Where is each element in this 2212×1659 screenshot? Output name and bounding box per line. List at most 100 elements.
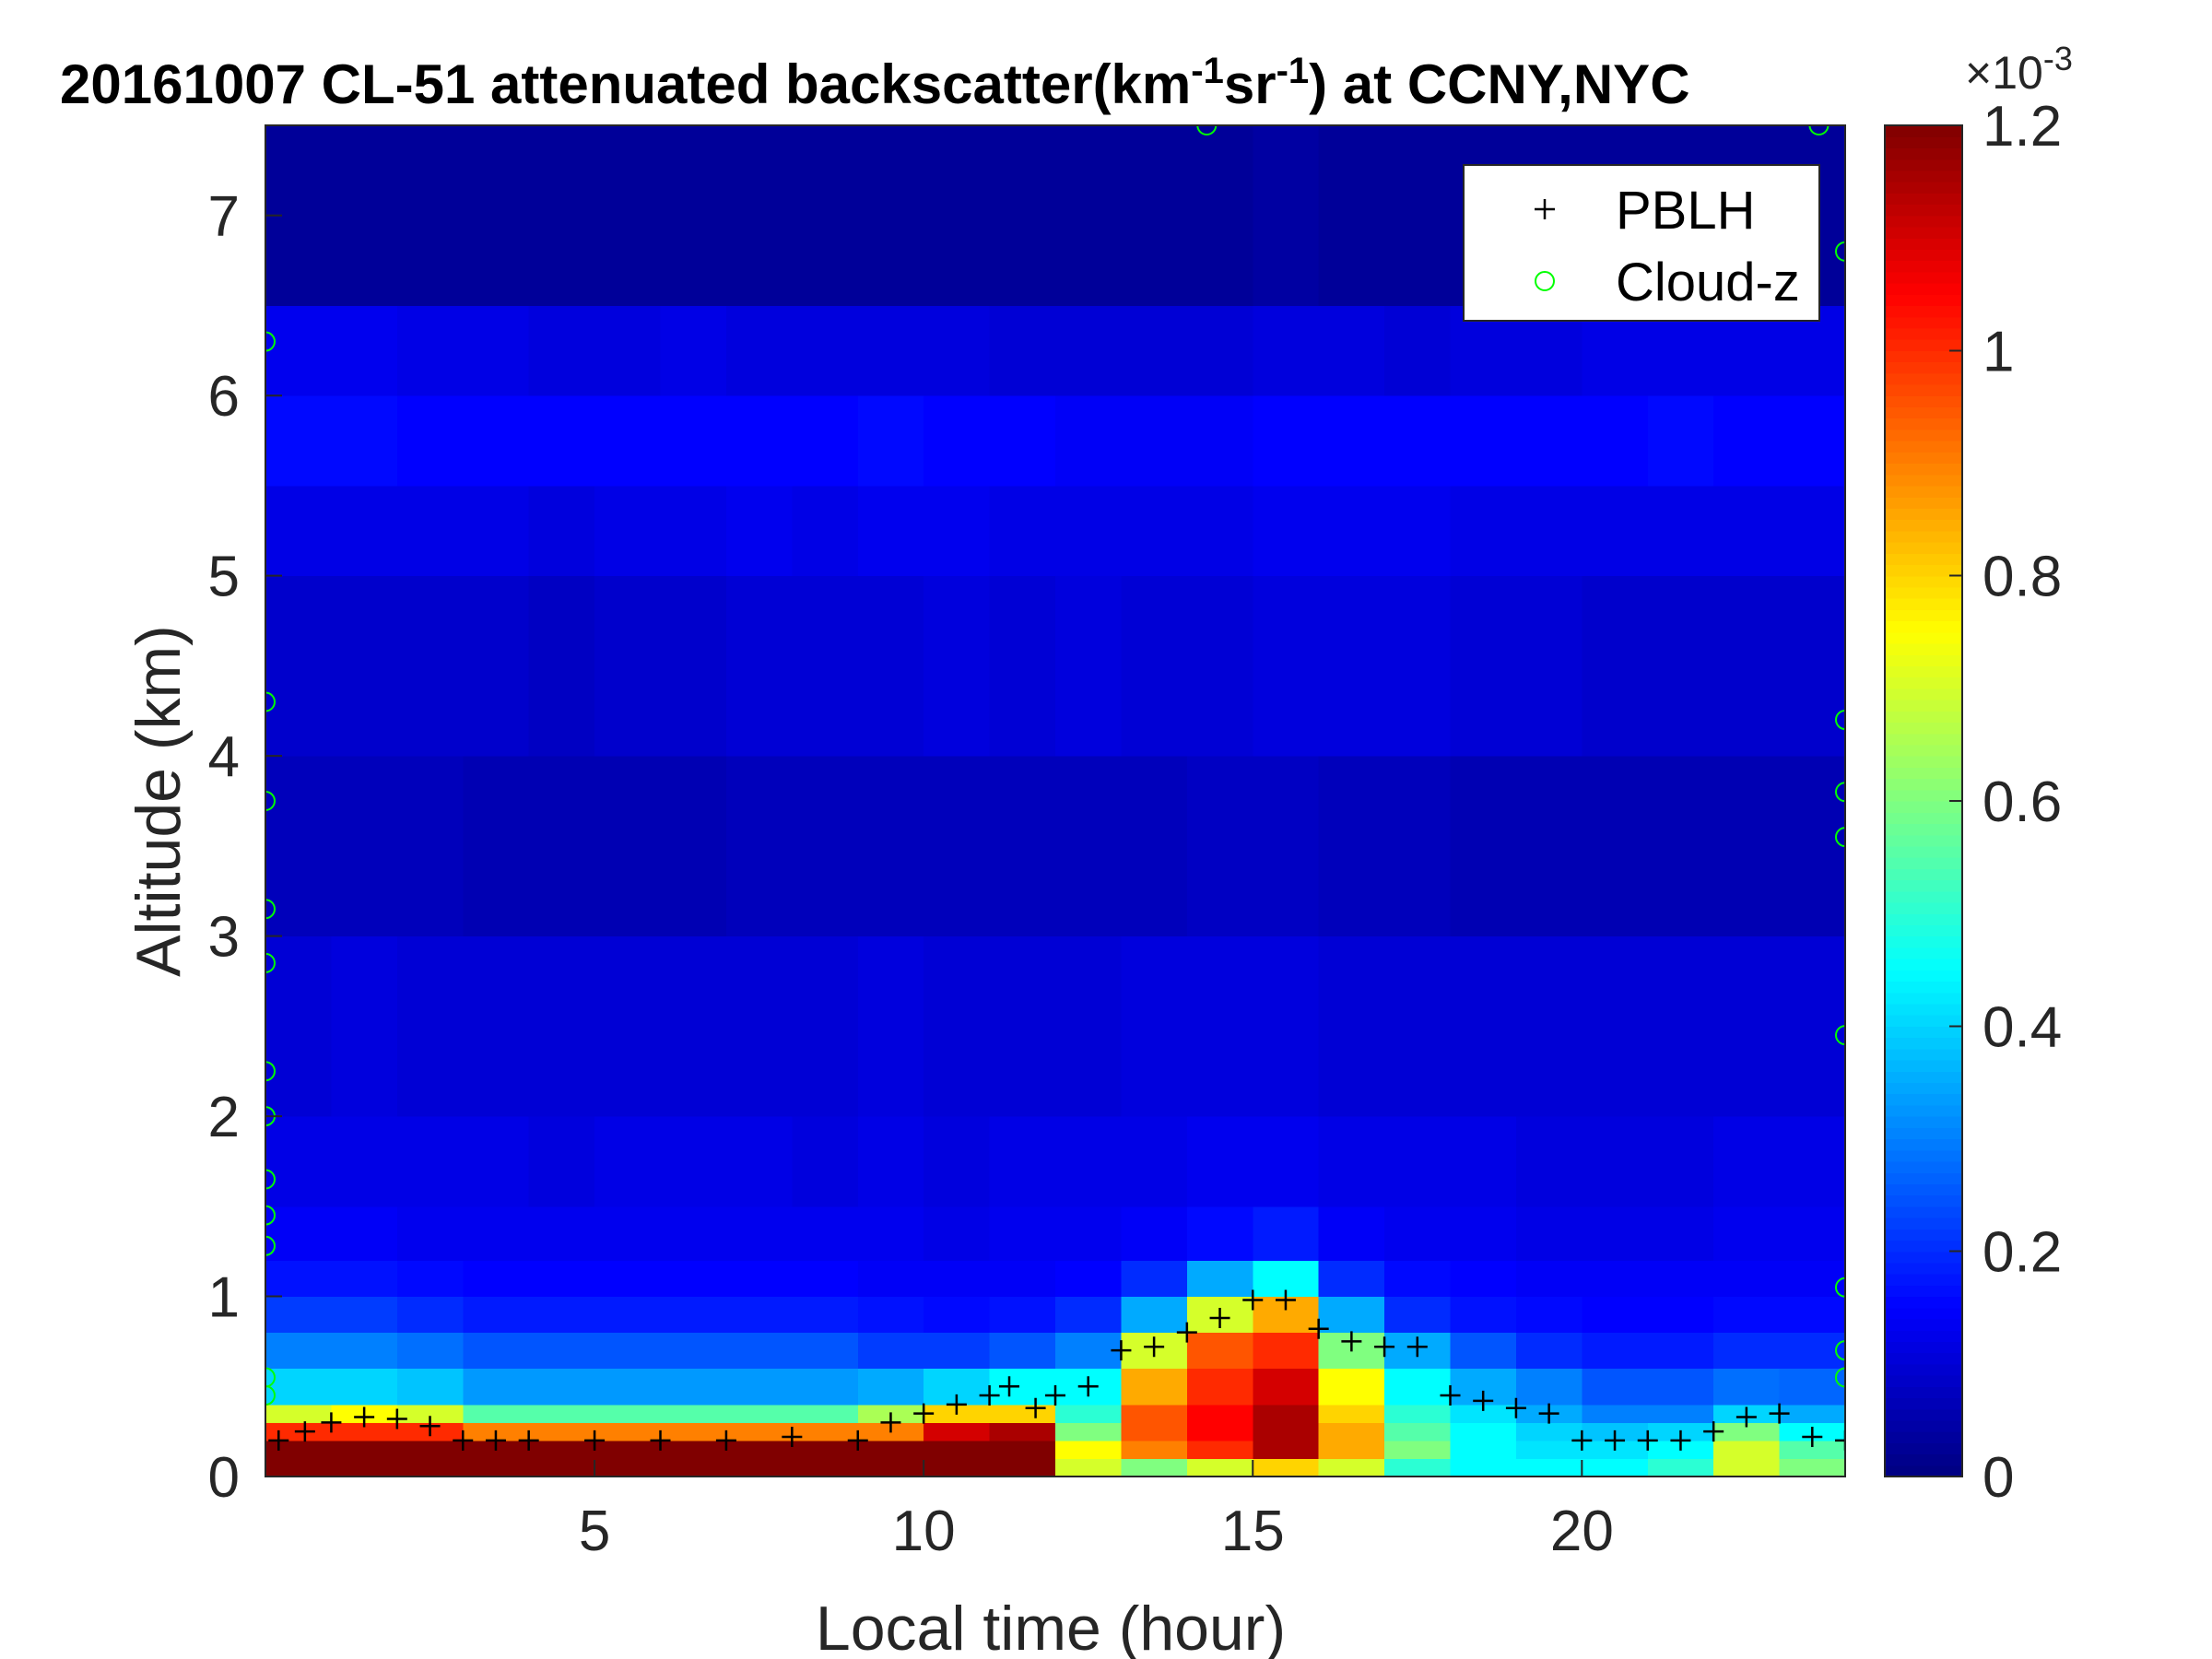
colorbar-swatch — [1885, 1431, 1962, 1443]
x-tick-label: 5 — [579, 1500, 610, 1563]
colorbar-swatch — [1885, 1194, 1962, 1207]
pblh-marker — [1144, 1336, 1165, 1358]
cloud-marker — [265, 1205, 276, 1226]
heatmap-cell — [1582, 575, 1649, 757]
heatmap-cell — [1055, 935, 1122, 1117]
pblh-marker — [1538, 1403, 1559, 1424]
heatmap-cell — [1384, 305, 1451, 396]
heatmap-cell — [725, 1422, 793, 1441]
heatmap-cell — [1713, 756, 1781, 937]
heatmap-cell — [1450, 1206, 1517, 1261]
heatmap-cell — [1779, 575, 1845, 757]
heatmap-cell — [1450, 1260, 1517, 1298]
heatmap-cell — [1384, 1206, 1451, 1261]
colorbar-swatch — [1885, 1251, 1962, 1264]
heatmap-cell — [1253, 1206, 1320, 1261]
colorbar-swatch — [1885, 418, 1962, 430]
heatmap-cell — [331, 485, 398, 577]
colorbar-swatch — [1885, 711, 1962, 724]
heatmap-cell — [989, 1116, 1056, 1207]
heatmap-cell — [924, 1440, 991, 1459]
colorbar-swatch — [1885, 992, 1962, 1005]
heatmap-cell — [1384, 1260, 1451, 1298]
colorbar-swatch — [1885, 1352, 1962, 1365]
pblh-marker — [584, 1430, 606, 1451]
heatmap-cell — [660, 1440, 727, 1459]
heatmap-cell — [528, 1422, 595, 1441]
heatmap-cell — [528, 575, 595, 757]
heatmap-cell — [660, 1404, 727, 1423]
heatmap-cell — [1515, 756, 1583, 937]
x-tick-label: 15 — [1221, 1500, 1285, 1563]
heatmap-cell — [396, 756, 464, 937]
colorbar-swatch — [1885, 1465, 1962, 1477]
colorbar-swatch — [1885, 1015, 1962, 1027]
heatmap-cell — [792, 305, 859, 396]
heatmap-cell — [463, 1260, 530, 1298]
y-tick-label: 2 — [208, 1086, 240, 1149]
heatmap-cell — [660, 395, 727, 487]
heatmap-cell — [1713, 935, 1781, 1117]
heatmap-cell — [989, 395, 1056, 487]
heatmap-cell — [1582, 756, 1649, 937]
heatmap-cell — [1450, 1458, 1517, 1477]
heatmap-cell — [1515, 1422, 1583, 1441]
heatmap-cell — [1186, 1260, 1253, 1298]
colorbar-swatch — [1885, 778, 1962, 791]
colorbar-swatch — [1885, 857, 1962, 869]
heatmap-cell — [1318, 1368, 1385, 1406]
colorbar-swatch — [1885, 913, 1962, 925]
colorbar-swatch — [1885, 204, 1962, 217]
colorbar-swatch — [1885, 1026, 1962, 1039]
colorbar-swatch — [1885, 1341, 1962, 1354]
heatmap-cell — [1186, 485, 1253, 577]
heatmap-cell — [857, 1116, 924, 1207]
colorbar-swatch — [1885, 767, 1962, 780]
heatmap-cell — [1121, 1260, 1188, 1298]
heatmap-cell — [1713, 1260, 1781, 1298]
heatmap-cell — [857, 1296, 924, 1334]
heatmap-cell — [989, 1404, 1056, 1423]
heatmap-cell — [594, 575, 661, 757]
heatmap-cell — [1647, 395, 1714, 487]
colorbar-swatch — [1885, 879, 1962, 892]
y-tick-label: 0 — [208, 1446, 240, 1510]
heatmap-cell — [1582, 935, 1649, 1117]
heatmap-cell — [1055, 485, 1122, 577]
colorbar-swatch — [1885, 1442, 1962, 1455]
heatmap-cell — [725, 1368, 793, 1406]
colorbar-swatch — [1885, 812, 1962, 825]
colorbar-swatch — [1885, 970, 1962, 982]
heatmap-cell — [331, 1116, 398, 1207]
heatmap-cell — [792, 1116, 859, 1207]
heatmap-cell — [331, 1440, 398, 1459]
heatmap-cell — [1186, 756, 1253, 937]
colorbar-swatch — [1885, 631, 1962, 644]
colorbar: 0 0.2 0.4 0.6 0.8 1 1.2 — [1884, 95, 2062, 1510]
heatmap-cell — [1647, 1260, 1714, 1298]
heatmap-cell — [1450, 1440, 1517, 1459]
heatmap-cell — [989, 125, 1056, 306]
heatmap-cell — [1450, 1296, 1517, 1334]
heatmap-cell — [463, 125, 530, 306]
heatmap-cell — [1450, 575, 1517, 757]
heatmap-cell — [1515, 1260, 1583, 1298]
heatmap-cell — [265, 1368, 332, 1406]
colorbar-swatch — [1885, 935, 1962, 948]
heatmap-cell — [1384, 1422, 1451, 1441]
pblh-marker — [847, 1430, 868, 1451]
heatmap-cell — [1186, 1422, 1253, 1441]
heatmap-cell — [660, 1368, 727, 1406]
heatmap-cell — [725, 756, 793, 937]
colorbar-swatch — [1885, 350, 1962, 363]
colorbar-swatch — [1885, 947, 1962, 959]
colorbar-swatch — [1885, 238, 1962, 250]
heatmap-cell — [725, 1260, 793, 1298]
heatmap-cell — [1253, 1440, 1320, 1459]
legend-marker — [1535, 271, 1555, 291]
heatmap-cell — [265, 1458, 332, 1477]
colorbar-exponent: ×10-3 — [1965, 40, 2073, 99]
heatmap-cell — [1055, 1458, 1122, 1477]
heatmap-cell — [857, 935, 924, 1117]
heatmap-cell — [528, 125, 595, 306]
